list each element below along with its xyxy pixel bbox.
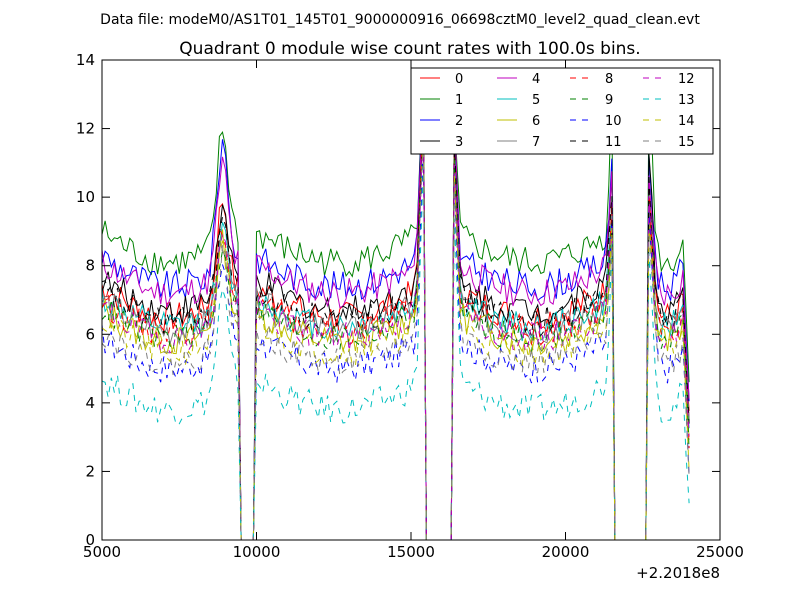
- y-tick-label: 2: [85, 462, 95, 480]
- series-line-12: [102, 112, 690, 540]
- chart-suptitle: Data file: modeM0/AS1T01_145T01_90000009…: [100, 12, 700, 28]
- series-line-7: [102, 121, 690, 540]
- series-line-8: [102, 109, 690, 540]
- y-tick-label: 6: [85, 325, 95, 343]
- series-line-10: [102, 138, 690, 540]
- x-tick-label: 5000: [83, 543, 121, 561]
- legend-label: 5: [532, 93, 540, 108]
- series-line-0: [102, 90, 690, 540]
- legend-label: 10: [605, 114, 622, 129]
- legend-label: 12: [678, 72, 695, 87]
- legend-label: 9: [605, 93, 613, 108]
- legend-label: 14: [678, 114, 695, 129]
- y-tick-label: 8: [85, 257, 95, 275]
- chart-title: Quadrant 0 module wise count rates with …: [179, 39, 640, 59]
- series-line-14: [102, 131, 690, 540]
- legend-label: 13: [678, 93, 695, 108]
- x-tick-label: 20000: [542, 543, 590, 561]
- series-line-13: [102, 166, 690, 540]
- legend-label: 2: [455, 114, 463, 129]
- legend-label: 15: [678, 135, 695, 150]
- legend-label: 3: [455, 135, 463, 150]
- series-line-15: [102, 143, 690, 540]
- y-tick-label: 4: [85, 394, 95, 412]
- legend-box: [410, 67, 714, 155]
- series-line-3: [102, 94, 690, 540]
- x-tick-label: 25000: [696, 543, 744, 561]
- series-line-5: [102, 123, 690, 540]
- legend-label: 8: [605, 72, 613, 87]
- plot-area: [102, 82, 690, 540]
- legend-label: 0: [455, 72, 463, 87]
- series-line-2: [102, 88, 690, 540]
- series-line-9: [102, 122, 690, 540]
- y-tick-label: 14: [76, 51, 95, 69]
- legend-label: 6: [532, 114, 540, 129]
- series-line-11: [102, 117, 690, 540]
- x-tick-label: 10000: [233, 543, 281, 561]
- series-line-4: [102, 82, 690, 540]
- y-tick-label: 0: [85, 531, 95, 549]
- legend-label: 4: [532, 72, 540, 87]
- y-tick-label: 12: [76, 120, 95, 138]
- legend-label: 1: [455, 93, 463, 108]
- x-tick-label: 15000: [387, 543, 435, 561]
- legend-label: 11: [605, 135, 622, 150]
- legend-label: 7: [532, 135, 540, 150]
- y-tick-label: 10: [76, 188, 95, 206]
- series-line-1: [102, 82, 690, 540]
- x-offset-label: +2.2018e8: [636, 564, 720, 582]
